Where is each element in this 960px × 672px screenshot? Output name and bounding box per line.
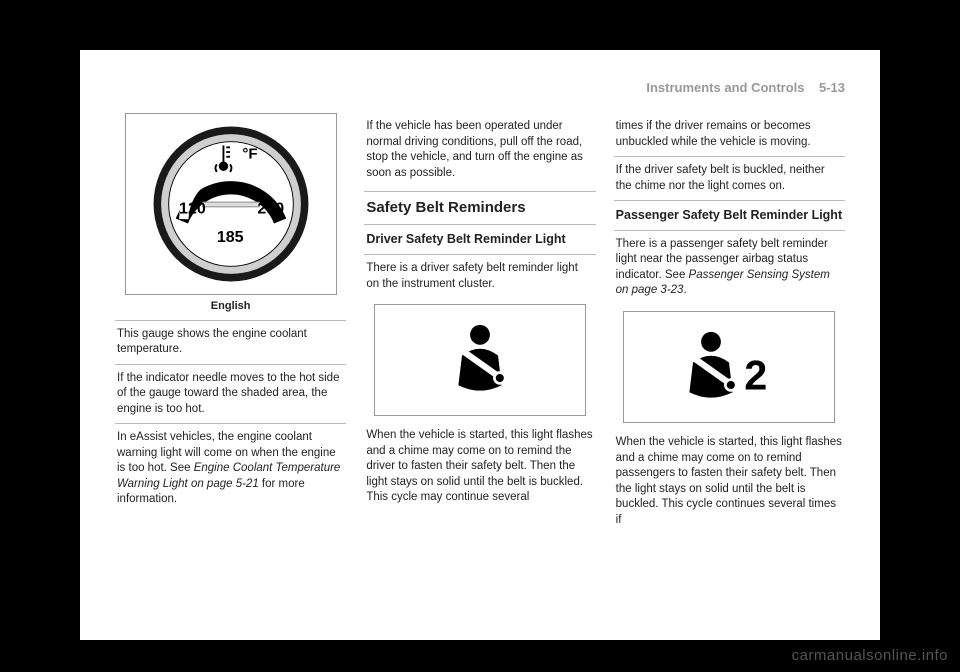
passenger-seatbelt-icon: 2 [669, 322, 789, 412]
page-number: 5-13 [819, 80, 845, 95]
col3-para4: When the vehicle is started, this light … [614, 429, 845, 534]
content-columns: °F 120 250 185 English This gauge shows … [115, 113, 845, 534]
col2-para3: When the vehicle is started, this light … [364, 422, 595, 512]
gauge-unit: °F [242, 146, 257, 163]
col3-para1: times if the driver remains or becomes u… [614, 113, 845, 156]
page-header: Instruments and Controls 5-13 [115, 80, 845, 95]
chapter-title: Instruments and Controls [646, 80, 804, 95]
seatbelt-icon [435, 315, 525, 405]
coolant-gauge-svg: °F 120 250 185 [131, 119, 331, 289]
column-2: If the vehicle has been operated under n… [364, 113, 595, 534]
driver-seatbelt-icon-box [374, 304, 586, 416]
gauge-tick-high: 250 [257, 199, 284, 217]
passenger-belt-heading: Passenger Safety Belt Reminder Light [614, 200, 845, 231]
col2-para1: If the vehicle has been operated under n… [364, 113, 595, 187]
col1-para1: This gauge shows the engine coolant temp… [115, 320, 346, 364]
col3-para3: There is a passenger safety belt reminde… [614, 231, 845, 305]
col3-p3-text-b: . [683, 284, 686, 296]
safety-belt-heading: Safety Belt Reminders [364, 191, 595, 225]
column-3: times if the driver remains or becomes u… [614, 113, 845, 534]
column-1: °F 120 250 185 English This gauge shows … [115, 113, 346, 534]
gauge-caption: English [115, 299, 346, 314]
watermark: carmanualsonline.info [792, 647, 948, 664]
gauge-tick-mid: 185 [216, 228, 243, 246]
passenger-seatbelt-icon-box: 2 [623, 311, 835, 423]
coolant-gauge-figure: °F 120 250 185 [125, 113, 337, 295]
col3-para2: If the driver safety belt is buckled, ne… [614, 156, 845, 200]
col2-para2: There is a driver safety belt reminder l… [364, 255, 595, 298]
manual-page: Instruments and Controls 5-13 [80, 50, 880, 640]
col1-para3: In eAssist vehicles, the engine coolant … [115, 423, 346, 514]
driver-belt-heading: Driver Safety Belt Reminder Light [364, 225, 595, 255]
gauge-tick-low: 120 [179, 199, 206, 217]
col1-para2: If the indicator needle moves to the hot… [115, 364, 346, 424]
passenger-badge: 2 [745, 353, 768, 399]
